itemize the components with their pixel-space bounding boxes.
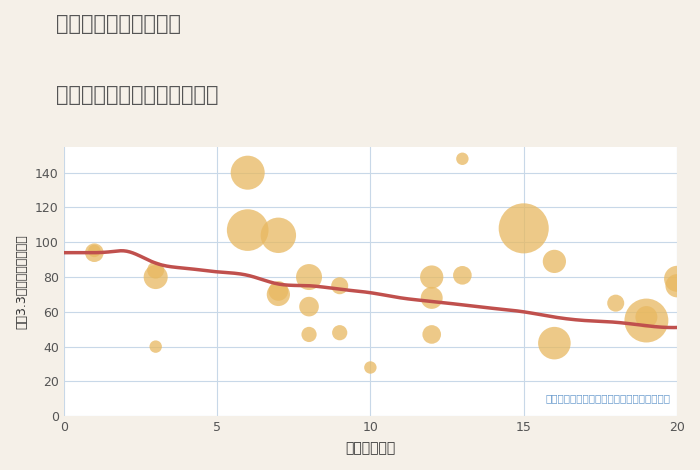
Point (303, 303, 314, 310)
Point (334, 282, 345, 290)
Point (426, 273, 438, 281)
Point (303, 273, 314, 281)
Text: 円の大きさは、取引のあった物件面積を示す: 円の大きさは、取引のあった物件面積を示す (546, 393, 671, 403)
Point (365, 364, 376, 371)
Point (150, 266, 161, 274)
Point (242, 227, 253, 234)
Point (242, 169, 253, 176)
X-axis label: 駅距離（分）: 駅距離（分） (345, 441, 396, 455)
Point (150, 343, 161, 350)
Point (150, 273, 161, 281)
Point (610, 299, 622, 307)
Y-axis label: 坪（3.3㎡）単価（万円）: 坪（3.3㎡）単価（万円） (15, 234, 28, 329)
Text: 駅距離別中古マンション価格: 駅距離別中古マンション価格 (56, 85, 218, 105)
Point (273, 287, 284, 295)
Point (457, 272, 468, 279)
Point (549, 339, 560, 347)
Point (273, 232, 284, 239)
Point (671, 282, 682, 290)
Point (334, 329, 345, 337)
Point (89, 247, 100, 255)
Point (426, 331, 438, 338)
Point (549, 258, 560, 265)
Point (671, 275, 682, 282)
Point (426, 294, 438, 302)
Point (457, 155, 468, 163)
Point (89, 249, 100, 257)
Point (273, 290, 284, 298)
Point (518, 225, 529, 232)
Point (640, 317, 652, 324)
Text: 奈良県奈良市佐保台の: 奈良県奈良市佐保台の (56, 14, 181, 34)
Point (640, 313, 652, 321)
Point (303, 331, 314, 338)
